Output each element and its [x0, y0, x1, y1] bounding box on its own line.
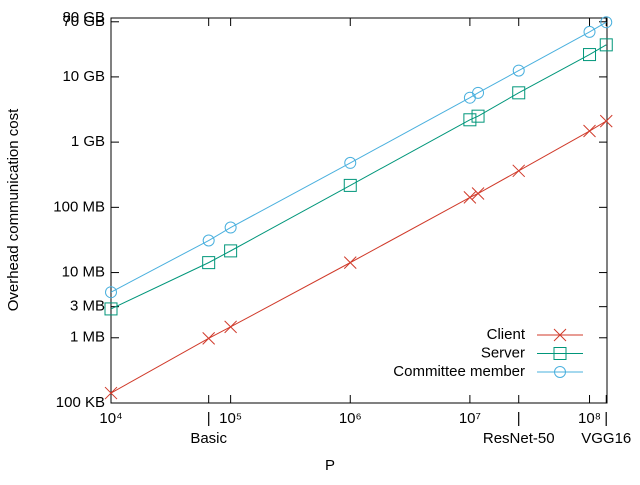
- point: [202, 331, 216, 345]
- point: [512, 64, 525, 77]
- x-tick-label: |: [604, 410, 608, 427]
- point: [224, 221, 237, 234]
- point: [599, 38, 613, 52]
- point: [471, 187, 485, 200]
- point: [202, 256, 216, 270]
- point: [463, 113, 477, 127]
- legend-label: Server: [481, 344, 525, 361]
- x-tick-label: |: [517, 410, 521, 427]
- x-tick-label: 10⁷: [459, 410, 481, 427]
- x-tick-label-secondary: ResNet-50: [483, 430, 555, 447]
- series-line: [110, 44, 607, 310]
- point: [512, 164, 526, 178]
- legend-marker: [554, 366, 566, 378]
- x-axis-label: P: [325, 457, 335, 474]
- point: [104, 386, 118, 400]
- y-tick-label: 1 GB: [71, 133, 105, 150]
- x-tick-label: 10⁶: [339, 410, 362, 427]
- legend-label: Client: [487, 326, 526, 343]
- point: [471, 109, 485, 123]
- x-tick-label: 10⁸: [578, 410, 601, 427]
- series-line: [110, 21, 607, 293]
- point: [343, 178, 357, 192]
- point: [202, 234, 215, 247]
- point: [512, 86, 526, 100]
- point: [583, 124, 596, 138]
- point: [105, 286, 117, 299]
- y-tick-label: 80 GB: [62, 9, 105, 26]
- x-tick-label: 10⁴: [99, 410, 122, 427]
- point: [599, 114, 613, 128]
- plot-frame: [110, 17, 608, 404]
- legend-marker: [553, 328, 567, 342]
- legend-marker: [553, 347, 567, 360]
- y-tick-label: 100 KB: [56, 394, 105, 411]
- point: [343, 256, 357, 269]
- y-tick-label: 1 MB: [70, 329, 105, 346]
- series-line: [110, 120, 607, 394]
- point: [472, 86, 485, 99]
- x-tick-label: 10⁵: [219, 410, 242, 427]
- point: [344, 156, 357, 169]
- x-tick-label: |: [207, 410, 211, 427]
- y-axis-label: Overhead communication cost: [5, 108, 22, 311]
- y-tick-label: 100 MB: [53, 198, 105, 215]
- point: [224, 320, 237, 334]
- y-tick-label: 10 GB: [62, 68, 105, 85]
- y-tick-label: 10 MB: [62, 264, 105, 281]
- point: [583, 48, 597, 62]
- x-tick-label-secondary: VGG16: [581, 430, 631, 447]
- y-tick-label: 70 GB: [62, 13, 105, 30]
- x-tick-label-secondary: Basic: [190, 430, 227, 447]
- point: [600, 16, 613, 29]
- point: [463, 191, 477, 204]
- y-tick-label: 3 MB: [70, 298, 105, 315]
- legend-label: Committee member: [393, 363, 525, 380]
- point: [104, 302, 118, 316]
- point: [224, 244, 238, 258]
- point: [583, 25, 596, 38]
